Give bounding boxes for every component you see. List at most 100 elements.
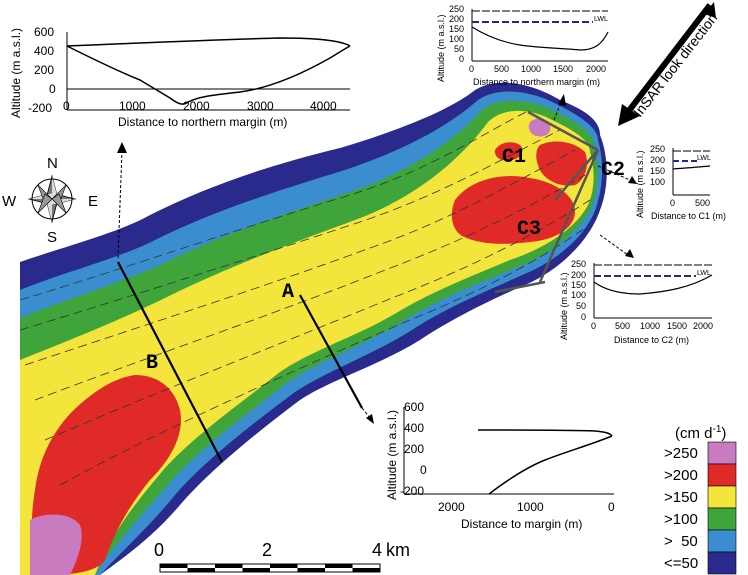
profile-a-bed (488, 435, 613, 495)
profile-b-ytick-200: 200 (34, 63, 54, 77)
profile-c3-ytick-200: 200 (571, 270, 586, 280)
profile-c2-ytick-250: 250 (650, 144, 665, 154)
legend-swatch-250 (707, 441, 737, 465)
profile-b-xlabel: Distance to northern margin (m) (118, 115, 287, 129)
profile-c3-xtick-2000: 2000 (693, 321, 713, 331)
profile-c1-chart: 250 200 150 100 50 0 0 500 1000 1500 200… (436, 4, 609, 87)
profile-a-surface (477, 429, 613, 437)
profile-c2-ytick-100: 100 (650, 177, 665, 187)
profile-a-xlabel: Distance to margin (m) (461, 517, 582, 531)
compass-n: N (47, 155, 58, 172)
legend-label-250: >250 (664, 445, 698, 462)
section-c3-line (538, 149, 600, 283)
compass-e: E (88, 193, 98, 210)
profile-a-ytick-neg200: -200 (400, 484, 424, 498)
compass-s: S (47, 229, 57, 246)
profile-c1-lwl-label: LWL (594, 16, 608, 23)
profile-c1-xtick-500: 500 (494, 64, 509, 74)
profile-b-xtick-4000: 4000 (310, 99, 337, 113)
profile-c3-ylabel: Altitude (m a.s.l.) (559, 272, 569, 340)
scale-tick-2: 2 (262, 540, 272, 560)
profile-c1-ytick-100: 100 (449, 34, 464, 44)
legend-label-le50: <=50 (664, 555, 698, 572)
profile-c3-xtick-0: 0 (591, 321, 596, 331)
legend-swatch-50 (707, 529, 737, 553)
profile-c3-ytick-100: 100 (571, 290, 586, 300)
profile-a-chart: 600 400 200 0 -200 2000 1000 0 Distance … (385, 400, 615, 531)
zone-gt250-c1 (528, 118, 551, 137)
legend-swatch-100 (707, 507, 737, 531)
zone-gt200-c1 (494, 142, 523, 161)
profile-b-ytick-0: 0 (49, 82, 56, 96)
scale-bar: 0 2 4 km (154, 540, 410, 573)
profile-c3-xtick-500: 500 (615, 321, 630, 331)
insar-label: InSAR look direction (630, 10, 721, 120)
profile-b-bed (66, 45, 351, 105)
profile-c3-chart: 250 200 150 100 50 0 0 500 1000 1500 200… (559, 259, 713, 345)
profile-c1-ytick-50: 50 (454, 44, 464, 54)
scale-tick-0: 0 (154, 540, 164, 560)
profile-c1-xtick-2000: 2000 (586, 64, 606, 74)
velocity-map (19, 82, 607, 575)
profile-b-surface (66, 37, 351, 47)
label-c3: C3 (517, 218, 541, 241)
profile-c2-xlabel: Distance to C1 (m) (651, 211, 726, 221)
compass-w: W (2, 193, 17, 210)
legend-swatch-200 (707, 463, 737, 487)
flow-lines (19, 109, 591, 486)
profile-a-ytick-400: 400 (404, 421, 424, 435)
cross-sections (117, 110, 600, 463)
compass-rose: N S E W (2, 155, 98, 246)
profile-c3-ytick-0: 0 (581, 312, 586, 322)
profile-c3-bed (593, 274, 713, 295)
scale-unit: km (386, 540, 410, 560)
section-c1-line (527, 110, 599, 152)
profile-c2-ytick-150: 150 (650, 166, 665, 176)
profile-c1-xtick-0: 0 (469, 64, 474, 74)
profile-c2-ylabel: Altitude (m a.s.l.) (635, 150, 645, 218)
profile-c1-ytick-0: 0 (459, 54, 464, 64)
profile-c3-ytick-250: 250 (571, 259, 586, 269)
section-c2-line (554, 149, 599, 201)
profile-b-xtick-2000: 2000 (183, 99, 210, 113)
zone-gt250-lower (30, 514, 82, 575)
scale-tick-4: 4 (372, 540, 382, 560)
profile-c1-bed (471, 26, 609, 51)
profile-a-xtick-2000: 2000 (438, 500, 465, 514)
insar-arrow: InSAR look direction (618, 2, 720, 126)
profile-c3-xlabel: Distance to C2 (m) (614, 335, 689, 345)
label-c2: C2 (601, 159, 625, 182)
profile-c1-ytick-250: 250 (449, 4, 464, 14)
profile-c1-xtick-1500: 1500 (553, 64, 573, 74)
profile-c1-xlabel: Distance to northern margin (m) (473, 77, 600, 87)
profile-b-xtick-0: 0 (63, 99, 70, 113)
profile-c1-ylabel: Altitude (m a.s.l.) (436, 14, 446, 82)
profile-c2-ytick-200: 200 (650, 155, 665, 165)
profile-a-xtick-1000: 1000 (517, 500, 544, 514)
legend-label-100: >100 (664, 511, 698, 528)
profile-b-ylabel: Altitude (m a.s.l.) (9, 28, 23, 118)
legend-label-50: > 50 (664, 533, 698, 550)
velocity-legend: (cm d-1) >250 >200 >150 >100 > 50 <=50 (664, 424, 737, 575)
profile-a-ylabel: Altitude (m a.s.l.) (385, 410, 399, 500)
profile-b-xtick-1000: 1000 (119, 99, 146, 113)
profile-c1-ytick-150: 150 (449, 24, 464, 34)
legend-unit: (cm d-1) (675, 424, 726, 442)
section-b-line (117, 261, 223, 463)
profile-a-xtick-0: 0 (608, 500, 615, 514)
profile-c3-xtick-1500: 1500 (667, 321, 687, 331)
profile-a-ytick-200: 200 (404, 442, 424, 456)
profile-c1-ytick-200: 200 (449, 14, 464, 24)
profile-b-ytick-400: 400 (34, 44, 54, 58)
profile-c3-ytick-50: 50 (576, 301, 586, 311)
profile-a-ytick-600: 600 (404, 400, 424, 414)
section-c3-base (494, 280, 546, 294)
profile-c3-ytick-150: 150 (571, 280, 586, 290)
zone-gt200-c3 (451, 176, 575, 244)
profile-c2-chart: 250 200 150 100 0 500 Distance to C1 (m)… (635, 144, 726, 221)
label-a: A (282, 281, 294, 304)
profile-c2-xtick-0: 0 (670, 198, 675, 208)
profile-c3-xtick-1000: 1000 (640, 321, 660, 331)
profile-b-ytick-neg200: -200 (28, 101, 52, 115)
